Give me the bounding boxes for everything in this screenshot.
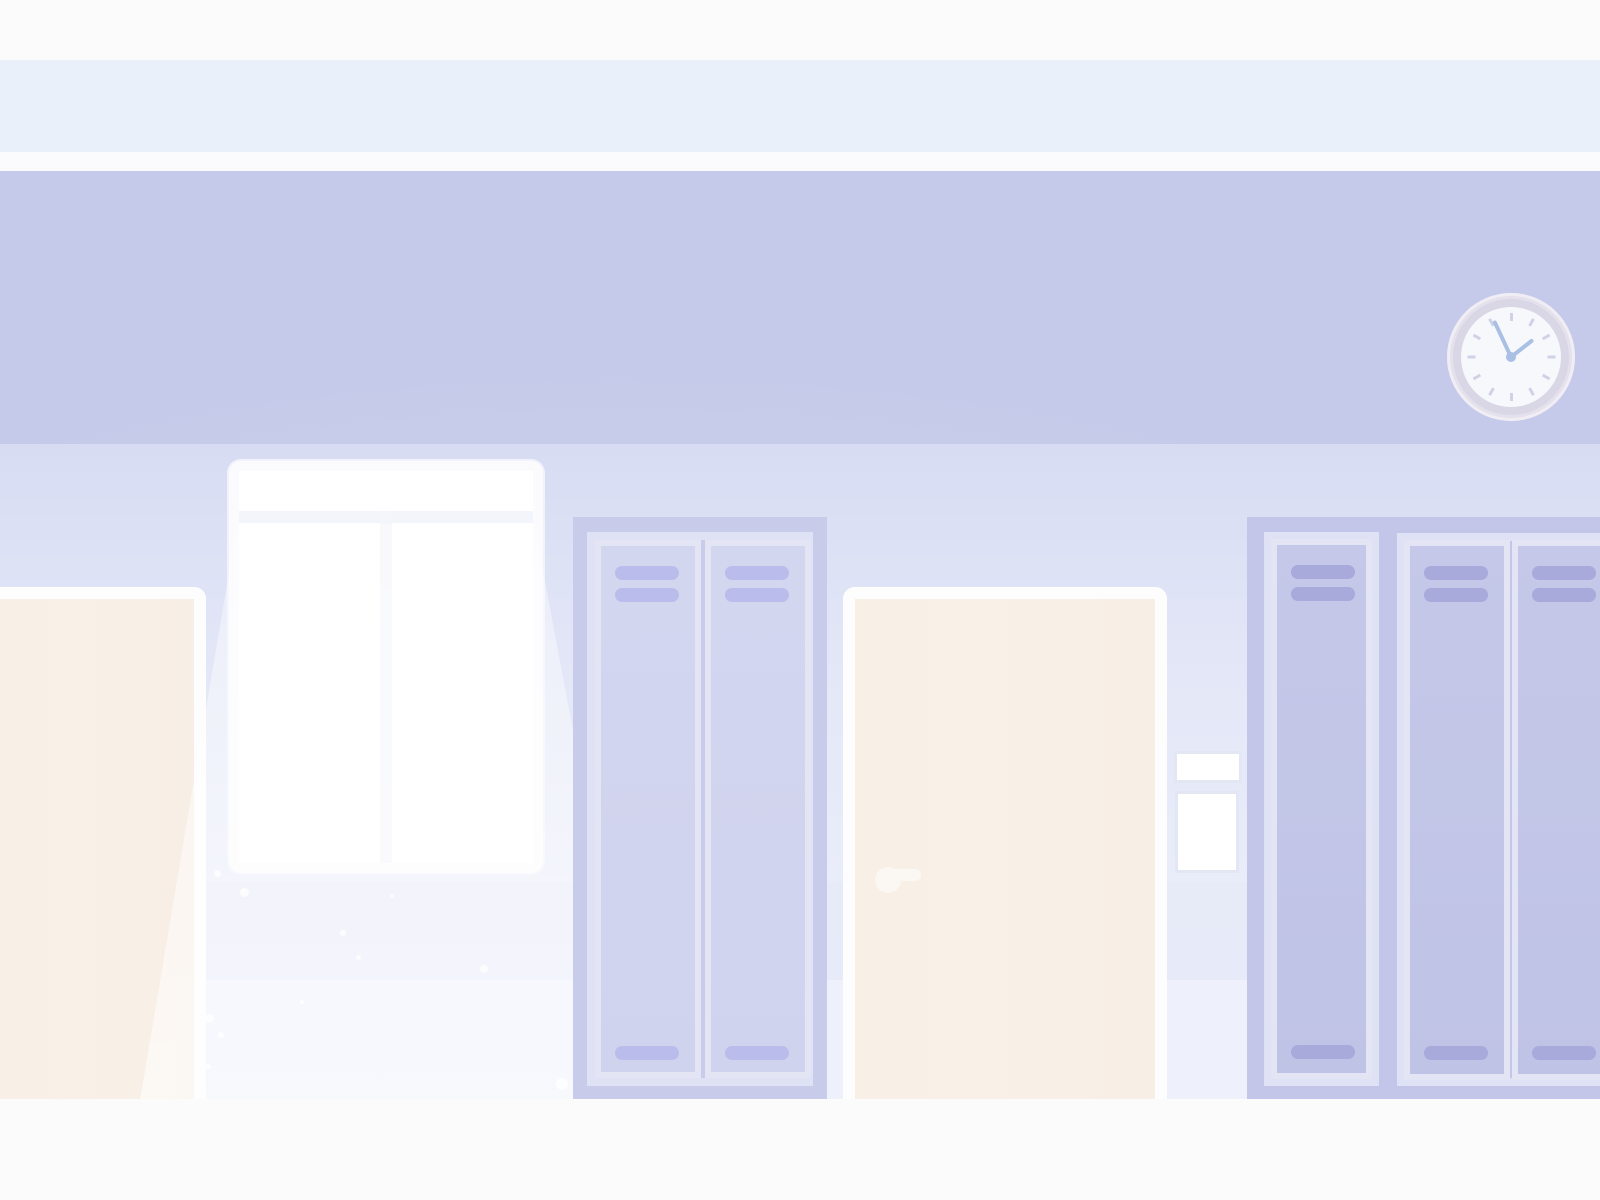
locker-2c[interactable] xyxy=(1512,540,1600,1080)
locker-1a[interactable] xyxy=(595,540,701,1078)
clock-tick xyxy=(1472,333,1482,341)
locker-2b[interactable] xyxy=(1404,540,1510,1080)
dust-speck xyxy=(214,870,221,877)
locker-vent xyxy=(1424,1046,1488,1060)
ceiling-band xyxy=(0,60,1600,152)
dust-speck xyxy=(390,894,394,898)
clock-tick xyxy=(1467,355,1476,359)
light-switch-panel[interactable] xyxy=(1175,791,1239,873)
light-switch-top[interactable] xyxy=(1174,751,1242,783)
locker-vent xyxy=(1532,566,1596,580)
wall-clock[interactable] xyxy=(1447,293,1575,421)
locker-vent xyxy=(1424,588,1488,602)
clock-face xyxy=(1461,307,1561,407)
dust-speck xyxy=(356,955,361,960)
locker-2a[interactable] xyxy=(1271,539,1372,1079)
dust-speck xyxy=(205,1014,214,1023)
dust-speck xyxy=(240,888,249,897)
locker-vent xyxy=(725,1046,789,1060)
locker-bank-2 xyxy=(1247,517,1600,1099)
locker-vent xyxy=(725,588,789,602)
clock-tick xyxy=(1541,333,1551,341)
locker-vent xyxy=(1532,588,1596,602)
clock-tick xyxy=(1510,313,1513,321)
dust-speck xyxy=(340,930,346,936)
door-center[interactable] xyxy=(843,587,1167,1111)
bottom-margin xyxy=(0,1099,1600,1200)
locker-vent xyxy=(1291,587,1355,601)
clock-tick xyxy=(1541,373,1551,381)
dust-speck xyxy=(206,1064,211,1069)
locker-bank-2-frame-a xyxy=(1264,532,1379,1086)
locker-vent xyxy=(615,1046,679,1060)
ceiling-trim xyxy=(0,152,1600,171)
clock-tick xyxy=(1510,393,1513,401)
door-handle[interactable] xyxy=(875,867,921,893)
locker-vent xyxy=(1291,1045,1355,1059)
clock-tick xyxy=(1528,318,1535,327)
clock-tick xyxy=(1488,387,1495,396)
dust-speck xyxy=(300,1000,304,1004)
locker-vent xyxy=(1291,565,1355,579)
locker-bank-1 xyxy=(573,517,827,1099)
locker-vent xyxy=(615,566,679,580)
locker-vent xyxy=(1532,1046,1596,1060)
locker-vent xyxy=(725,566,789,580)
clock-tick xyxy=(1547,355,1556,359)
locker-bank-2-frame-b xyxy=(1397,533,1600,1086)
clock-tick xyxy=(1528,387,1535,396)
upper-wall xyxy=(0,171,1600,444)
dust-speck xyxy=(218,1032,224,1038)
clock-tick xyxy=(1472,373,1482,381)
locker-vent xyxy=(615,588,679,602)
dust-speck xyxy=(480,965,488,973)
clock-center-pin xyxy=(1506,352,1516,362)
locker-vent xyxy=(1424,566,1488,580)
dust-speck xyxy=(556,1078,568,1090)
locker-1b[interactable] xyxy=(705,540,811,1078)
